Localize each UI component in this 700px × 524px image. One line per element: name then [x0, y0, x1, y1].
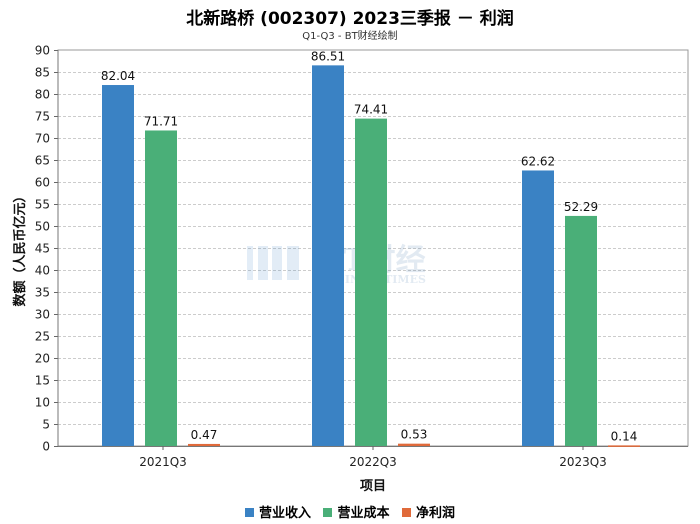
legend-item-revenue[interactable]: 营业收入: [244, 502, 311, 521]
data-label-cost: 71.71: [144, 114, 178, 128]
data-label-revenue: 86.51: [311, 49, 345, 63]
y-tick-label: 80: [35, 88, 50, 102]
chart-title: 北新路桥 (002307) 2023三季报 － 利润: [186, 9, 514, 29]
y-tick-label: 85: [35, 66, 50, 80]
legend-item-cost[interactable]: 营业成本: [323, 502, 390, 521]
legend-item-profit[interactable]: 净利润: [402, 502, 455, 521]
watermark-mark: [258, 246, 268, 280]
x-tick-label: 2021Q3: [139, 455, 187, 469]
bar-profit-2021Q3: [188, 443, 220, 446]
legend-label-revenue: 营业收入: [258, 506, 311, 521]
watermark-mark: [247, 246, 253, 280]
y-tick-label: 25: [35, 330, 50, 344]
bar-cost-2021Q3: [145, 130, 177, 446]
watermark-mark: [272, 246, 282, 280]
data-label-revenue: 62.62: [521, 154, 555, 168]
chart-legend: 营业收入 营业成本 净利润: [0, 502, 700, 521]
bar-cost-2023Q3: [565, 215, 597, 446]
y-tick-label: 35: [35, 286, 50, 300]
legend-swatch-cost: [323, 508, 333, 517]
y-tick-label: 60: [35, 176, 50, 190]
data-label-profit: 0.14: [611, 429, 638, 443]
watermark-mark: [287, 246, 299, 280]
x-tick-label: 2023Q3: [559, 455, 607, 469]
bar-profit-2022Q3: [398, 443, 430, 446]
y-tick-label: 40: [35, 264, 50, 278]
data-label-cost: 52.29: [564, 200, 598, 214]
y-tick-label: 10: [35, 396, 50, 410]
y-tick-label: 70: [35, 132, 50, 146]
bar-chart: BT财经 BUSINESSTIMES 051015202530354045505…: [12, 44, 689, 494]
y-tick-label: 15: [35, 374, 50, 388]
data-label-profit: 0.53: [401, 428, 428, 442]
y-tick-label: 65: [35, 154, 50, 168]
bar-cost-2022Q3: [355, 118, 387, 446]
y-tick-label: 5: [42, 418, 50, 432]
bar-revenue-2023Q3: [522, 170, 554, 447]
data-label-profit: 0.47: [191, 428, 218, 442]
y-tick-label: 75: [35, 110, 50, 124]
legend-swatch-profit: [402, 508, 412, 517]
y-tick-label: 90: [35, 44, 50, 58]
y-tick-label: 45: [35, 242, 50, 256]
y-tick-label: 55: [35, 198, 50, 212]
x-axis-title: 项目: [360, 479, 386, 494]
data-label-revenue: 82.04: [101, 69, 135, 83]
y-tick-label: 30: [35, 308, 50, 322]
y-tick-label: 20: [35, 352, 50, 366]
y-tick-label: 50: [35, 220, 50, 234]
data-label-cost: 74.41: [354, 103, 388, 117]
bar-profit-2023Q3: [608, 445, 640, 447]
bar-revenue-2021Q3: [102, 85, 134, 447]
bar-revenue-2022Q3: [312, 65, 344, 446]
legend-label-profit: 净利润: [416, 506, 456, 521]
chart-subtitle: Q1-Q3 - BT财经绘制: [302, 31, 398, 42]
legend-swatch-revenue: [244, 508, 254, 517]
x-tick-label: 2022Q3: [349, 455, 397, 469]
legend-label-cost: 营业成本: [337, 506, 390, 521]
y-tick-label: 0: [42, 440, 50, 454]
y-axis-title: 数额（人民币亿元）: [12, 189, 28, 306]
